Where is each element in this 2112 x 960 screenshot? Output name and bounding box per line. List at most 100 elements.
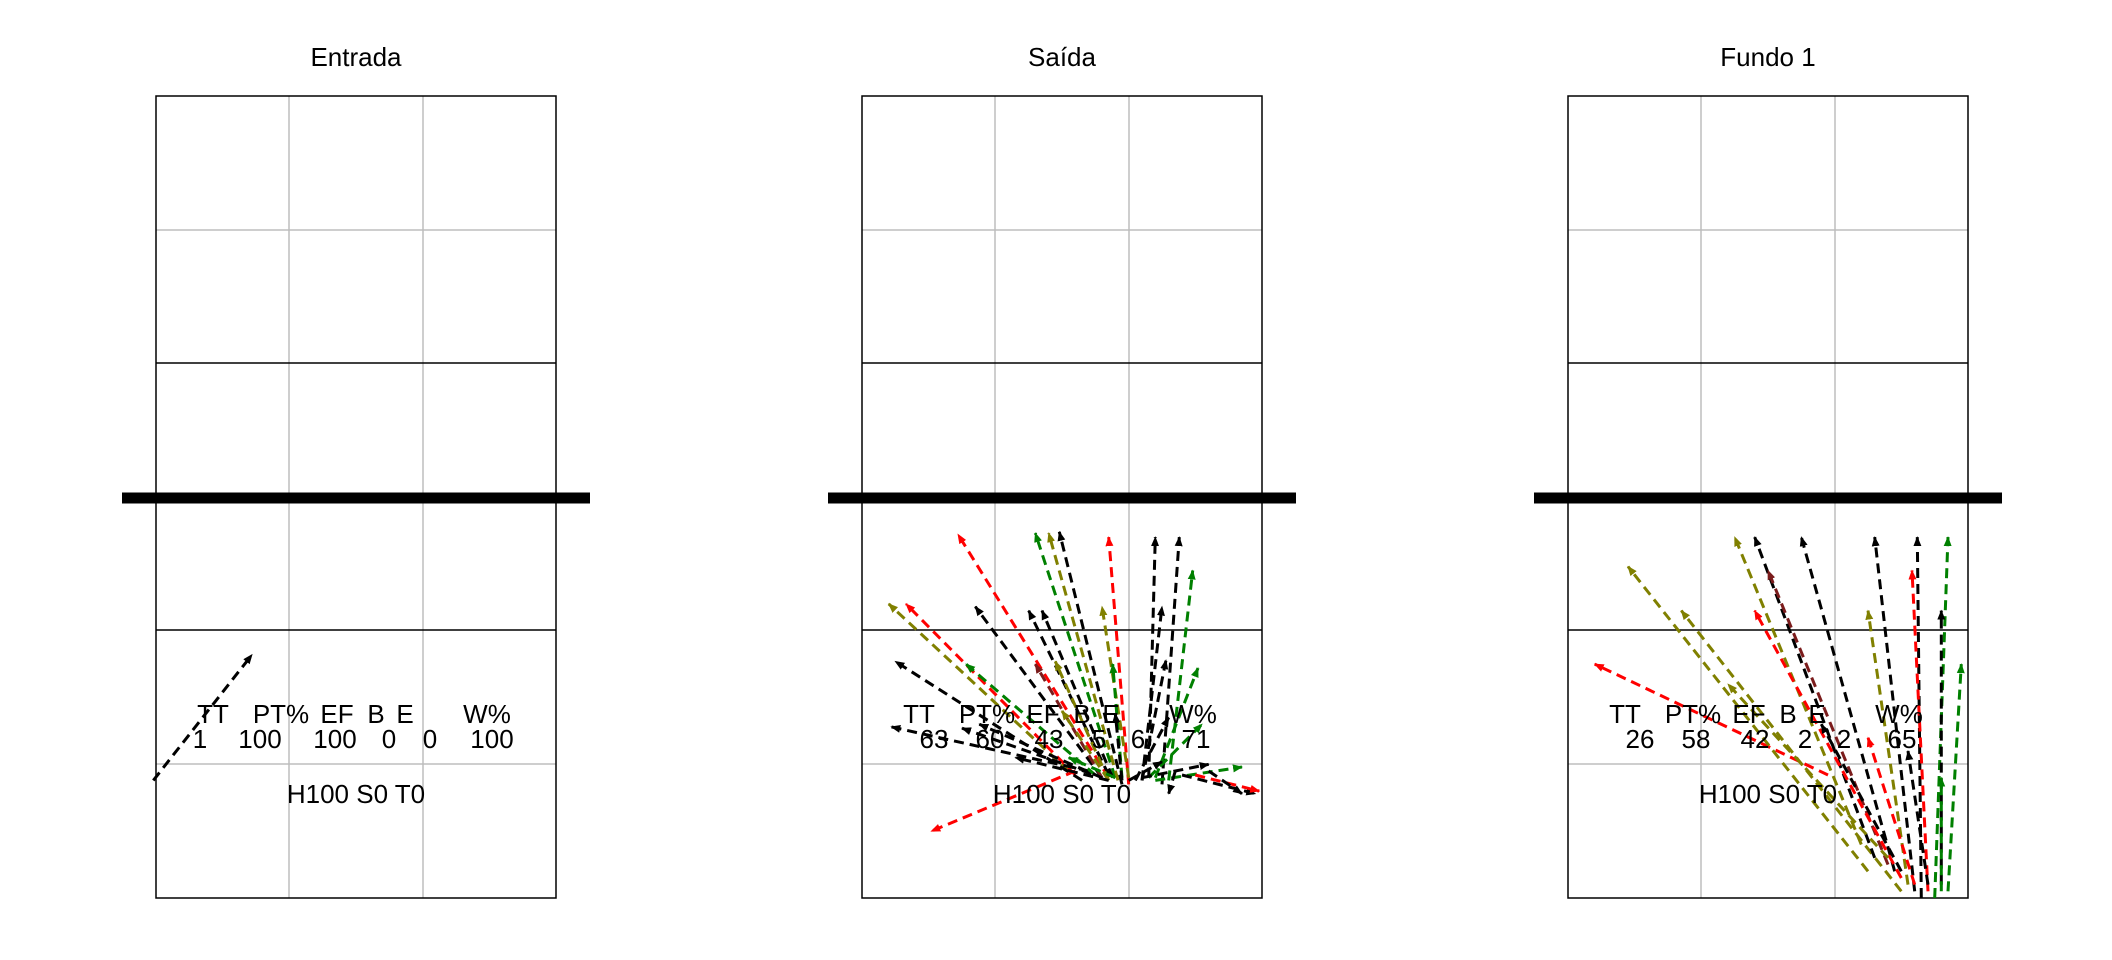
trajectory-arrow [974,605,1104,779]
condition-label: H100 S0 T0 [993,779,1131,809]
trajectory-arrow [1147,536,1160,778]
stat-label-b: B [1073,699,1090,729]
trajectory-arrow [1133,716,1171,782]
panel-saida: Saída TT PT% EF B E W% 63 60 43 5 6 71 [828,42,1296,899]
stat-value-w: 71 [1182,724,1211,754]
stat-label-ef: EF [1026,699,1059,729]
stat-label-e: E [396,699,413,729]
trajectory-arrow [1047,532,1120,781]
stat-value-b: 2 [1798,724,1812,754]
stat-value-b: 0 [382,724,396,754]
trajectory-arrow [1799,536,1897,872]
trajectory-arrow [1167,569,1196,781]
stat-value-pt: 60 [976,724,1005,754]
trajectory-arrow [1105,536,1131,785]
trajectory-arrow [978,722,1103,780]
trajectory-arrow [1753,609,1903,879]
trajectory-arrow [1908,569,1930,892]
panel-entrada: Entrada TT PT% EF B E W% 1 100 100 0 0 1… [122,42,590,899]
stat-value-ef: 100 [313,724,356,754]
trajectory-arrow [961,726,1092,776]
trajectory-arrow [1027,609,1111,776]
stat-label-w: W% [463,699,511,729]
section-lines [862,362,1262,631]
section-lines [156,362,556,631]
stat-label-w: W% [1875,699,1923,729]
trajectory-arrow [965,662,1097,777]
trajectory-arrow [1033,532,1117,779]
stat-label-tt: TT [903,699,935,729]
trajectory-arrow [1626,565,1870,873]
trajectory-arrow [1160,536,1183,785]
stat-value-w: 100 [470,724,513,754]
stat-label-tt: TT [197,699,229,729]
trajectory-arrow [890,724,1090,773]
stat-value-ef: 42 [1741,724,1770,754]
stat-label-b: B [367,699,384,729]
stat-value-pt: 58 [1682,724,1711,754]
trajectory-arrow [1155,764,1243,782]
stats-block: TT PT% EF B E W% 63 60 43 5 6 71 [903,699,1217,754]
trajectory-arrow [930,769,1076,833]
trajectory-arrow [1865,609,1910,885]
stat-value-pt: 100 [238,724,281,754]
trajectory-arrow [1141,762,1210,780]
stats-block: TT PT% EF B E W% 26 58 42 2 2 65 [1609,699,1923,754]
arrow-layer [1593,536,1965,899]
stat-value-tt: 26 [1626,724,1655,754]
trajectory-arrow [1207,769,1243,795]
trajectory-arrow [1147,723,1204,779]
panel-title: Entrada [310,42,402,72]
trajectory-arrow [1167,770,1177,795]
stat-value-ef: 43 [1035,724,1064,754]
stat-value-e: 0 [423,724,437,754]
stat-label-ef: EF [1732,699,1765,729]
stats-block: TT PT% EF B E W% 1 100 100 0 0 100 [193,699,514,754]
stat-value-e: 2 [1837,724,1851,754]
trajectory-arrow [1819,723,1903,873]
stat-label-b: B [1779,699,1796,729]
stat-value-tt: 63 [920,724,949,754]
trajectory-arrow [1726,683,1890,859]
trajectory-arrow [1946,663,1965,892]
trajectory-arrow [1127,760,1163,782]
arrow-layer [152,653,254,782]
trajectory-arrow [1040,609,1115,779]
stat-label-tt: TT [1609,699,1641,729]
trajectory-arrow [1057,530,1124,785]
trajectory-arrow [1053,660,1111,782]
arrow-layer [887,530,1261,833]
section-lines [1568,362,1968,631]
panel-title: Fundo 1 [1720,42,1815,72]
trajectory-arrow [904,602,1077,777]
stat-value-b: 5 [1092,724,1106,754]
panel-title: Saída [1028,42,1096,72]
trajectory-arrow [1067,756,1116,780]
trajectory-arrow [894,660,1083,782]
stat-label-pt: PT% [959,699,1015,729]
trajectory-arrow [887,602,1070,773]
trajectory-arrow [1913,536,1923,899]
condition-label: H100 S0 T0 [1699,779,1837,809]
stat-label-e: E [1102,699,1119,729]
trajectory-arrow [1014,755,1110,782]
trajectory-arrow [1140,605,1165,781]
stat-label-pt: PT% [253,699,309,729]
stat-label-ef: EF [320,699,353,729]
trajectory-arrow [1753,536,1877,859]
trajectory-arrow [1181,773,1257,796]
stat-value-w: 65 [1888,724,1917,754]
trajectory-arrow [1593,662,1829,777]
trajectory-arrow [152,653,254,782]
trajectory-arrow [1905,750,1930,885]
condition-label: H100 S0 T0 [287,779,425,809]
panel-fundo-1: Fundo 1 TT PT% EF B E W% 26 58 42 2 2 65 [1534,42,2002,899]
stat-label-w: W% [1169,699,1217,729]
stat-label-pt: PT% [1665,699,1721,729]
trajectory-arrow [1866,736,1917,886]
trajectory-arrow [1112,712,1124,781]
stat-value-tt: 1 [193,724,207,754]
trajectory-arrow [1153,667,1200,779]
trajectory-arrow [1871,536,1917,892]
